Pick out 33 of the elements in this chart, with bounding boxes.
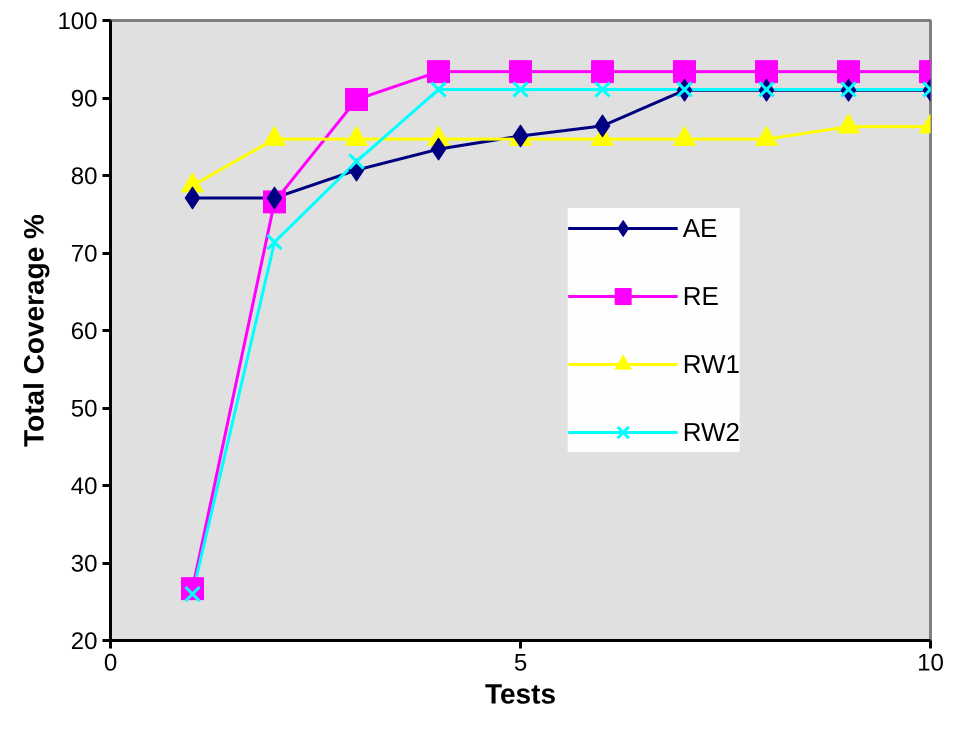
legend-label: RW2 [682,416,740,448]
y-tick-label: 40 [70,473,98,500]
point [430,80,448,98]
point [509,60,532,84]
legend-label: AE [682,212,718,244]
x-tick-label: 5 [514,650,528,676]
y-tick-label: 80 [70,163,98,190]
point [840,80,858,98]
point [673,60,696,84]
point [345,88,368,112]
x-tick-label: 0 [104,650,118,676]
x-axis-title: Tests [484,678,556,710]
y-tick-label: 60 [70,318,98,345]
point [348,152,366,170]
point [758,80,776,98]
y-tick-label: 90 [70,86,98,112]
y-tick-label: 20 [70,628,98,655]
point [591,60,614,84]
legend-label: RE [682,280,719,312]
x-tick-label: 10 [917,650,944,676]
point [594,80,612,98]
y-axis-title: Total Coverage % [18,214,50,447]
y-tick-label: 100 [57,8,98,35]
y-tick-label: 30 [70,550,98,578]
point [676,80,694,98]
point [266,234,284,251]
y-tick-label: 70 [70,240,98,268]
legend-label: RW1 [682,348,740,380]
point [755,60,778,84]
point [512,80,530,98]
point [427,60,450,84]
point [837,60,860,84]
y-tick-label: 50 [70,396,98,422]
